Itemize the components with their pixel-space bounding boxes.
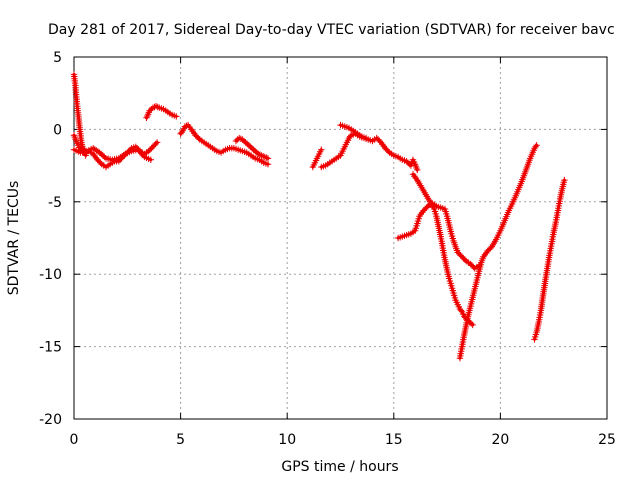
series-markers: [232, 134, 272, 162]
chart-title: Day 281 of 2017, Sidereal Day-to-day VTE…: [48, 22, 615, 38]
plot-frame: [73, 56, 608, 420]
series-markers: [177, 121, 272, 168]
grid: [74, 57, 607, 419]
series-markers: [531, 176, 568, 343]
x-tick-label: 10: [278, 432, 296, 448]
series-s10: [409, 171, 476, 329]
series-markers: [318, 130, 421, 174]
series-s7: [309, 146, 325, 171]
x-tick-label: 5: [176, 432, 185, 448]
y-tick-label: -5: [48, 195, 62, 211]
series-markers: [143, 103, 180, 121]
y-tick-label: -20: [39, 412, 62, 428]
y-tick-label: -10: [39, 267, 62, 283]
series-line: [396, 201, 481, 270]
x-axis-label: GPS time / hours: [281, 459, 398, 475]
x-tick-label: 0: [70, 432, 79, 448]
series-markers: [337, 121, 370, 142]
series-markers: [309, 146, 325, 171]
series-s8: [318, 130, 421, 174]
x-tick-label: 25: [598, 432, 616, 448]
series-s9: [337, 121, 370, 142]
series-markers: [394, 200, 483, 272]
series-s13: [531, 176, 568, 343]
y-axis: 5 0 -5 -10 -15 -20: [39, 50, 607, 428]
series-markers: [456, 142, 540, 362]
series-s5: [177, 121, 272, 168]
x-tick-label: 15: [385, 432, 403, 448]
series-s3: [70, 145, 154, 163]
x-tick-label: 20: [491, 432, 509, 448]
series-s12: [456, 142, 540, 362]
data-series: [70, 71, 568, 362]
series-markers: [409, 171, 476, 329]
y-axis-label: SDTVAR / TECUs: [6, 181, 22, 296]
series-s6: [232, 134, 272, 162]
series-s4: [143, 103, 180, 121]
series-markers: [70, 145, 154, 163]
y-tick-label: -15: [39, 340, 62, 356]
x-axis: 0 5 10 15 20 25: [70, 57, 616, 448]
y-tick-label: 0: [53, 122, 62, 138]
y-tick-label: 5: [53, 50, 62, 66]
series-s11: [394, 200, 483, 272]
